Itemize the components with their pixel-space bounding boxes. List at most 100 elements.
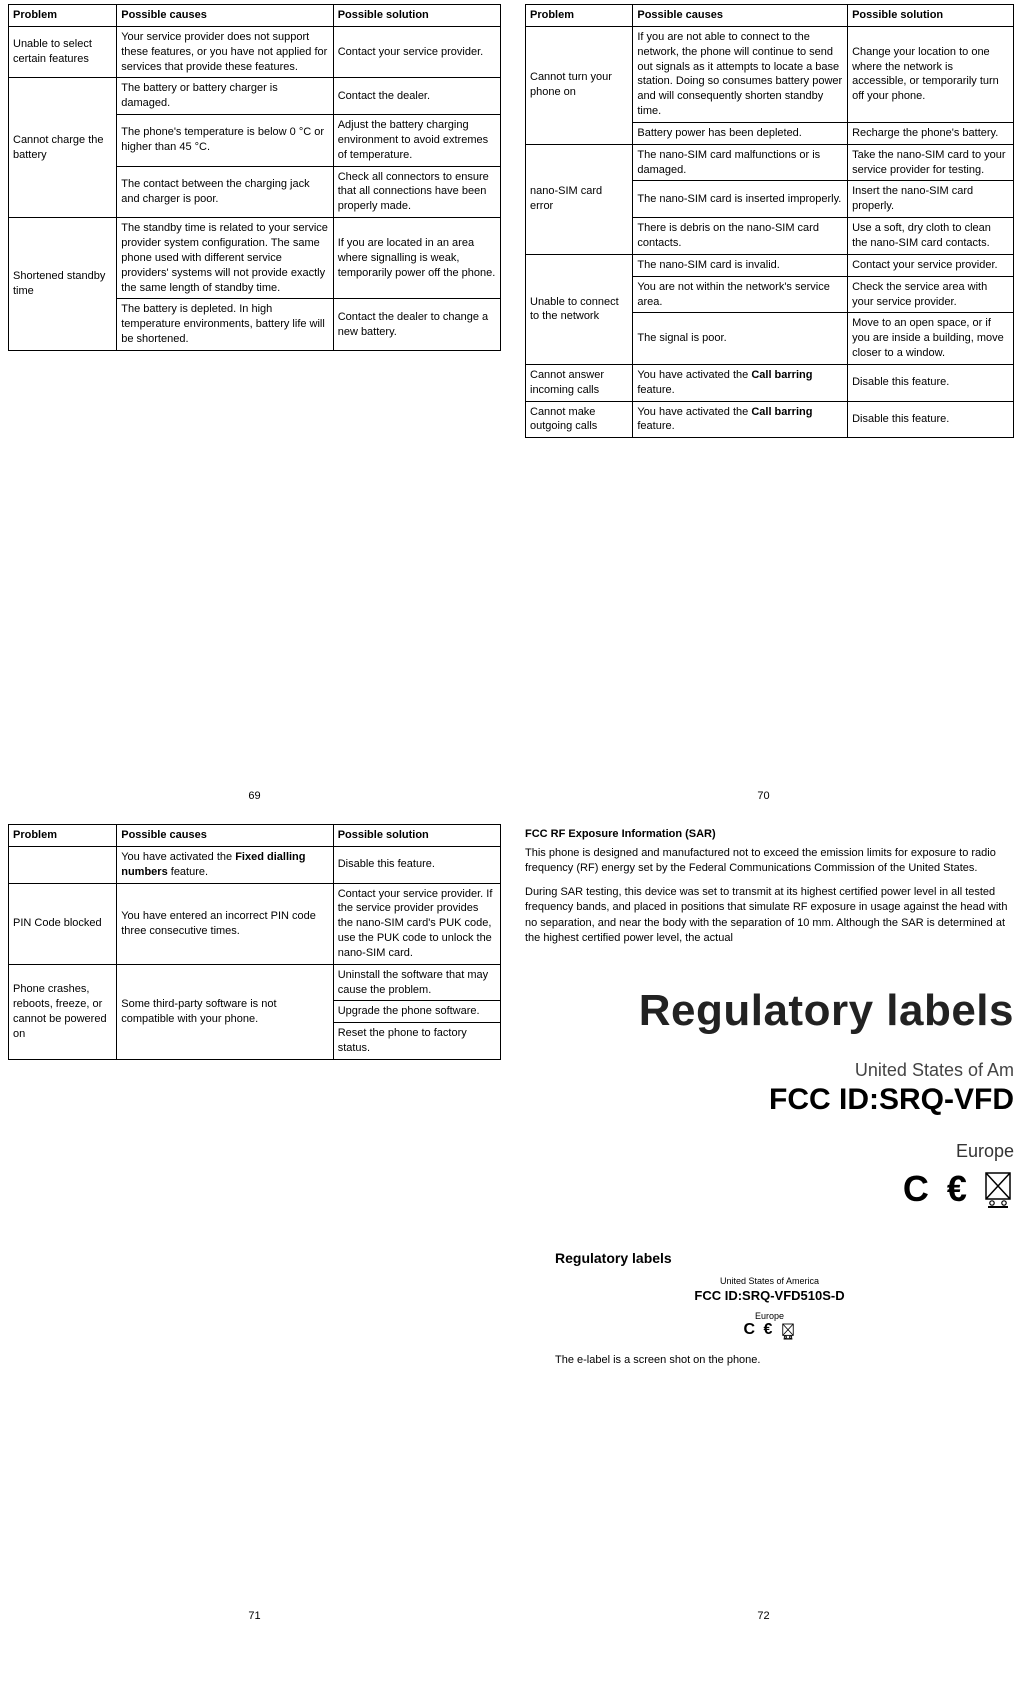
table-cell <box>9 846 117 883</box>
table-cell: The phone's temperature is below 0 °C or… <box>117 115 333 167</box>
table-cell: Disable this feature. <box>333 846 500 883</box>
th-solution: Possible solution <box>333 5 500 27</box>
table-cell: The battery is depleted. In high tempera… <box>117 299 333 351</box>
table-row: Cannot make outgoing callsYou have activ… <box>526 401 1014 438</box>
table-cell: You are not within the network's service… <box>633 276 848 313</box>
ce-mark-row: C € <box>525 1168 1014 1210</box>
troubleshoot-table-69: Problem Possible causes Possible solutio… <box>8 4 501 351</box>
table-cell: Contact your service provider. If the se… <box>333 883 500 964</box>
th-problem: Problem <box>526 5 633 27</box>
table-cell: Shortened standby time <box>9 218 117 351</box>
th-causes: Possible causes <box>117 825 333 847</box>
th-causes: Possible causes <box>633 5 848 27</box>
table-cell: The standby time is related to your serv… <box>117 218 333 299</box>
regulatory-small-fcc: FCC ID:SRQ-VFD510S-D <box>525 1288 1014 1303</box>
regulatory-usa-label: United States of Am <box>525 1060 1014 1081</box>
table-cell: Battery power has been depleted. <box>633 122 848 144</box>
elabel-note: The e-label is a screen shot on the phon… <box>555 1354 1014 1366</box>
table-cell: Your service provider does not support t… <box>117 26 333 78</box>
regulatory-small-block: Regulatory labels United States of Ameri… <box>525 1250 1014 1366</box>
page-number: 71 <box>0 1610 509 1622</box>
table-cell: Uninstall the software that may cause th… <box>333 964 500 1001</box>
table-row: Phone crashes, reboots, freeze, or canno… <box>9 964 501 1001</box>
sar-title: FCC RF Exposure Information (SAR) <box>525 828 1014 840</box>
table-cell: You have activated the Fixed dialling nu… <box>117 846 333 883</box>
table-row: PIN Code blockedYou have entered an inco… <box>9 883 501 964</box>
table-cell: Cannot turn your phone on <box>526 26 633 144</box>
regulatory-small-title: Regulatory labels <box>555 1250 1014 1266</box>
ce-mark-icon: C € <box>903 1168 971 1210</box>
regulatory-fcc-id: FCC ID:SRQ-VFD <box>525 1083 1014 1117</box>
th-problem: Problem <box>9 825 117 847</box>
table-cell: Check the service area with your service… <box>848 276 1014 313</box>
table-row: Cannot charge the batteryThe battery or … <box>9 78 501 115</box>
table-cell: You have activated the Call barring feat… <box>633 364 848 401</box>
table-cell: Move to an open space, or if you are ins… <box>848 313 1014 365</box>
table-cell: Cannot answer incoming calls <box>526 364 633 401</box>
table-cell: If you are located in an area where sign… <box>333 218 500 299</box>
troubleshoot-table-70: Problem Possible causes Possible solutio… <box>525 4 1014 438</box>
table-cell: Insert the nano-SIM card properly. <box>848 181 1014 218</box>
page-69: Problem Possible causes Possible solutio… <box>0 0 509 820</box>
table-cell: Cannot charge the battery <box>9 78 117 218</box>
table-row: Cannot answer incoming callsYou have act… <box>526 364 1014 401</box>
th-causes: Possible causes <box>117 5 333 27</box>
regulatory-small-usa: United States of America <box>525 1276 1014 1286</box>
table-cell: Upgrade the phone software. <box>333 1001 500 1023</box>
table-cell: The nano-SIM card malfunctions or is dam… <box>633 144 848 181</box>
table-cell: Some third-party software is not compati… <box>117 964 333 1059</box>
table-cell: There is debris on the nano-SIM card con… <box>633 218 848 255</box>
table-cell: PIN Code blocked <box>9 883 117 964</box>
th-problem: Problem <box>9 5 117 27</box>
table-cell: Cannot make outgoing calls <box>526 401 633 438</box>
table-cell: Unable to select certain features <box>9 26 117 78</box>
table-cell: Check all connectors to ensure that all … <box>333 166 500 218</box>
table-cell: Contact the dealer to change a new batte… <box>333 299 500 351</box>
table-cell: You have activated the Call barring feat… <box>633 401 848 438</box>
regulatory-europe-label: Europe <box>525 1141 1014 1162</box>
table-cell: The nano-SIM card is inserted improperly… <box>633 181 848 218</box>
table-row: nano-SIM card errorThe nano-SIM card mal… <box>526 144 1014 181</box>
page-number: 72 <box>509 1610 1018 1622</box>
table-cell: Disable this feature. <box>848 364 1014 401</box>
page-number: 69 <box>0 790 509 802</box>
table-cell: The signal is poor. <box>633 313 848 365</box>
weee-icon <box>982 1169 1014 1209</box>
table-cell: The battery or battery charger is damage… <box>117 78 333 115</box>
table-row: Unable to connect to the networkThe nano… <box>526 254 1014 276</box>
sar-paragraph-2: During SAR testing, this device was set … <box>525 885 1014 947</box>
sar-paragraph-1: This phone is designed and manufactured … <box>525 846 1014 877</box>
table-cell: You have entered an incorrect PIN code t… <box>117 883 333 964</box>
table-cell: If you are not able to connect to the ne… <box>633 26 848 122</box>
page-72: FCC RF Exposure Information (SAR) This p… <box>509 820 1018 1640</box>
table-cell: The nano-SIM card is invalid. <box>633 254 848 276</box>
th-solution: Possible solution <box>848 5 1014 27</box>
table-cell: Use a soft, dry cloth to clean the nano-… <box>848 218 1014 255</box>
table-cell: Unable to connect to the network <box>526 254 633 364</box>
table-row: Unable to select certain featuresYour se… <box>9 26 501 78</box>
ce-mark-small-icon: C € <box>744 1321 775 1338</box>
troubleshoot-table-71: Problem Possible causes Possible solutio… <box>8 824 501 1060</box>
table-cell: Contact your service provider. <box>848 254 1014 276</box>
table-cell: Contact the dealer. <box>333 78 500 115</box>
table-row: You have activated the Fixed dialling nu… <box>9 846 501 883</box>
page-number: 70 <box>509 790 1018 802</box>
table-row: Cannot turn your phone onIf you are not … <box>526 26 1014 122</box>
table-cell: The contact between the charging jack an… <box>117 166 333 218</box>
weee-small-icon <box>781 1322 795 1340</box>
table-cell: Adjust the battery charging environment … <box>333 115 500 167</box>
table-cell: Change your location to one where the ne… <box>848 26 1014 122</box>
page-71: Problem Possible causes Possible solutio… <box>0 820 509 1640</box>
th-solution: Possible solution <box>333 825 500 847</box>
regulatory-labels-heading: Regulatory labels <box>525 986 1014 1036</box>
table-cell: Take the nano-SIM card to your service p… <box>848 144 1014 181</box>
ce-mark-small-row: C € <box>525 1321 1014 1340</box>
table-cell: Disable this feature. <box>848 401 1014 438</box>
table-cell: Phone crashes, reboots, freeze, or canno… <box>9 964 117 1059</box>
table-cell: nano-SIM card error <box>526 144 633 254</box>
table-cell: Contact your service provider. <box>333 26 500 78</box>
table-cell: Recharge the phone's battery. <box>848 122 1014 144</box>
table-cell: Reset the phone to factory status. <box>333 1023 500 1060</box>
page-70: Problem Possible causes Possible solutio… <box>509 0 1018 820</box>
table-row: Shortened standby timeThe standby time i… <box>9 218 501 299</box>
